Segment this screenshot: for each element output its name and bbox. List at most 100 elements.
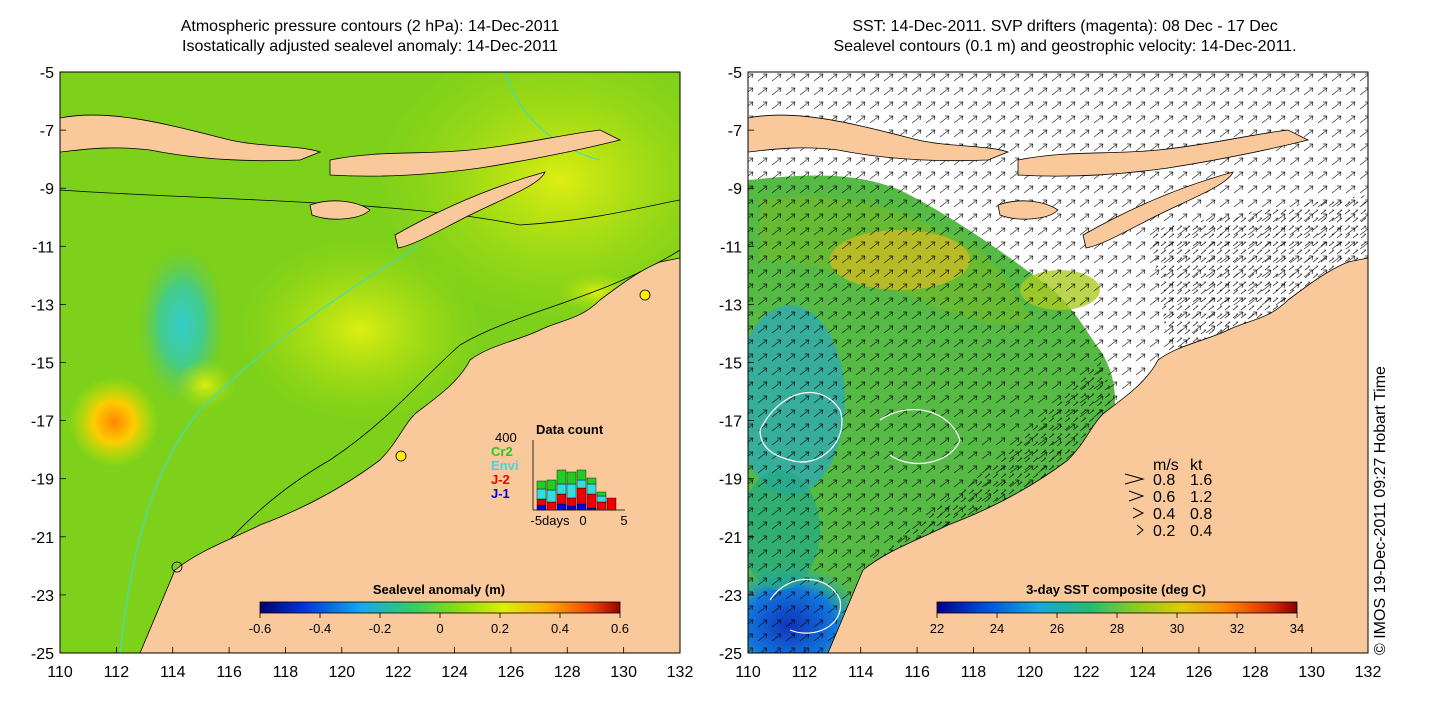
inset-bar-segment [546,501,557,511]
inset-bar-segment [556,493,567,505]
axis-labels: 110 112 114 116 118 120 122 124 126 128 130 132 -5 -7… [31,65,1382,681]
left-y-tick-label: -5 [40,65,54,82]
left-title-line2: Isostatically adjusted sealevel anomaly:… [182,38,558,55]
left-isobath-2 [504,72,601,161]
left-x-tick-label: 132 [667,664,694,681]
velocity-legend-ms: 0.2 [1153,523,1175,540]
left-y-tick-label: -13 [31,297,54,314]
right-y-tick-label: -25 [719,646,742,663]
velocity-legend-kt: 0.8 [1190,506,1212,523]
right-x-tick-label: 114 [848,664,874,681]
left-colorbar-tick-label: 0.4 [551,621,569,636]
left-x-tick-label: 110 [47,664,73,681]
left-x-tick-label: 122 [385,664,412,681]
left-y-tick-label: -25 [31,646,54,663]
right-x-tick-label: 110 [735,664,761,681]
right-title-line2: Sealevel contours (0.1 m) and geostrophi… [833,38,1297,55]
inset-bar-segment [566,505,577,511]
inset-bar-segment [556,469,567,485]
right-x-tick-label: 118 [961,664,987,681]
inset-bar-segment [536,488,547,500]
right-colorbar-tick-label: 22 [930,621,944,636]
inset-x-label: -5days [530,513,570,528]
right-colorbar-label: 3-day SST composite (deg C) [1026,582,1206,597]
left-tide-gauge-marker [395,450,407,462]
right-x-tick-label: 124 [1129,664,1156,681]
left-colorbar-label: Sealevel anomaly (m) [373,582,505,597]
left-x-tick-label: 130 [610,664,637,681]
left-y-tick-label: -15 [31,356,54,373]
right-colorbar-tick-label: 34 [1290,621,1304,636]
right-y-tick-label: -21 [719,530,742,547]
inset-bar-segment [536,504,547,511]
velocity-legend-header-ms: m/s [1153,457,1179,474]
right-panel-title: SST: 14-Dec-2011. SVP drifters (magenta)… [745,17,1385,57]
left-x-tick-label: 118 [273,664,299,681]
right-y-tick-label: -17 [719,414,742,431]
inset-bar-segment [586,477,597,485]
inset-bar-segment [586,483,597,495]
left-warm-anomaly-2 [175,360,235,410]
left-land-sumba [309,200,371,220]
left-warm-anomaly [69,377,159,467]
inset-bar-segment [536,498,547,506]
inset-bar-segment [546,489,557,503]
inset-bar-segment [576,469,587,481]
left-y-tick-label: -7 [40,123,54,140]
left-land-lesser-sunda [329,129,622,177]
velocity-legend-arrow [1124,473,1145,485]
left-land-australia [139,257,680,653]
left-colorbar-tick-label: -0.4 [309,621,331,636]
right-colorbar-tick-label: 26 [1050,621,1064,636]
left-land-timor [394,171,546,249]
inset-bar-segment [576,479,587,489]
left-y-tick-label: -17 [31,414,54,431]
left-isobath [119,244,421,653]
velocity-legend-arrow [1132,507,1145,519]
right-colorbar-tick-label: 24 [990,621,1004,636]
right-y-tick-label: -9 [728,181,742,198]
right-colorbar-tick-label: 30 [1170,621,1184,636]
left-yellow-band-2 [240,240,480,420]
right-y-tick-label: -23 [719,588,742,605]
inset-legend-cr2: Cr2 [491,444,513,459]
velocity-legend-kt: 1.6 [1190,472,1212,489]
left-x-tick-label: 112 [104,664,130,681]
right-x-tick-label: 120 [1016,664,1043,681]
left-y-tick-label: -21 [31,530,54,547]
right-y-tick-label: -7 [728,123,742,140]
right-y-tick-label: -15 [719,356,742,373]
inset-x-label: 5 [620,513,627,528]
right-colorbar [936,601,1298,614]
inset-x-labels: -5days 0 5 [530,513,627,528]
right-sealevel-contour [759,392,843,463]
inset-title: Data count [536,422,604,437]
velocity-legend-arrow [1128,490,1145,502]
velocity-legend-ms: 0.4 [1153,506,1175,523]
right-x-tick-label: 128 [1242,664,1269,681]
inset-bars [536,469,617,511]
left-y-tick-label: -9 [40,181,54,198]
right-land-australia [827,257,1368,653]
velocity-legend-ms: 0.8 [1153,472,1175,489]
right-land-timor [1082,171,1234,249]
right-y-tick-label: -11 [720,239,742,256]
inset-bar-segment [546,479,557,491]
left-x-tick-label: 120 [328,664,355,681]
inset-bar-segment [606,497,617,511]
left-x-tick-label: 124 [441,664,468,681]
inset-bar-segment [596,495,607,503]
velocity-legend-kt: 1.2 [1190,489,1212,506]
left-tide-gauge-marker-2 [639,289,651,301]
inset-legend-j-1: J-1 [491,486,510,501]
right-x-tick-label: 112 [792,664,818,681]
left-colorbar-tick-label: 0.6 [611,621,629,636]
right-x-tick-label: 132 [1355,664,1382,681]
left-title-line1: Atmospheric pressure contours (2 hPa): 1… [180,18,560,35]
velocity-legend-kt: 0.4 [1190,523,1212,540]
right-colorbar-tick-label: 32 [1230,621,1244,636]
left-colorbar-tick-label: 0 [436,621,443,636]
right-y-tick-label: -19 [719,472,742,489]
